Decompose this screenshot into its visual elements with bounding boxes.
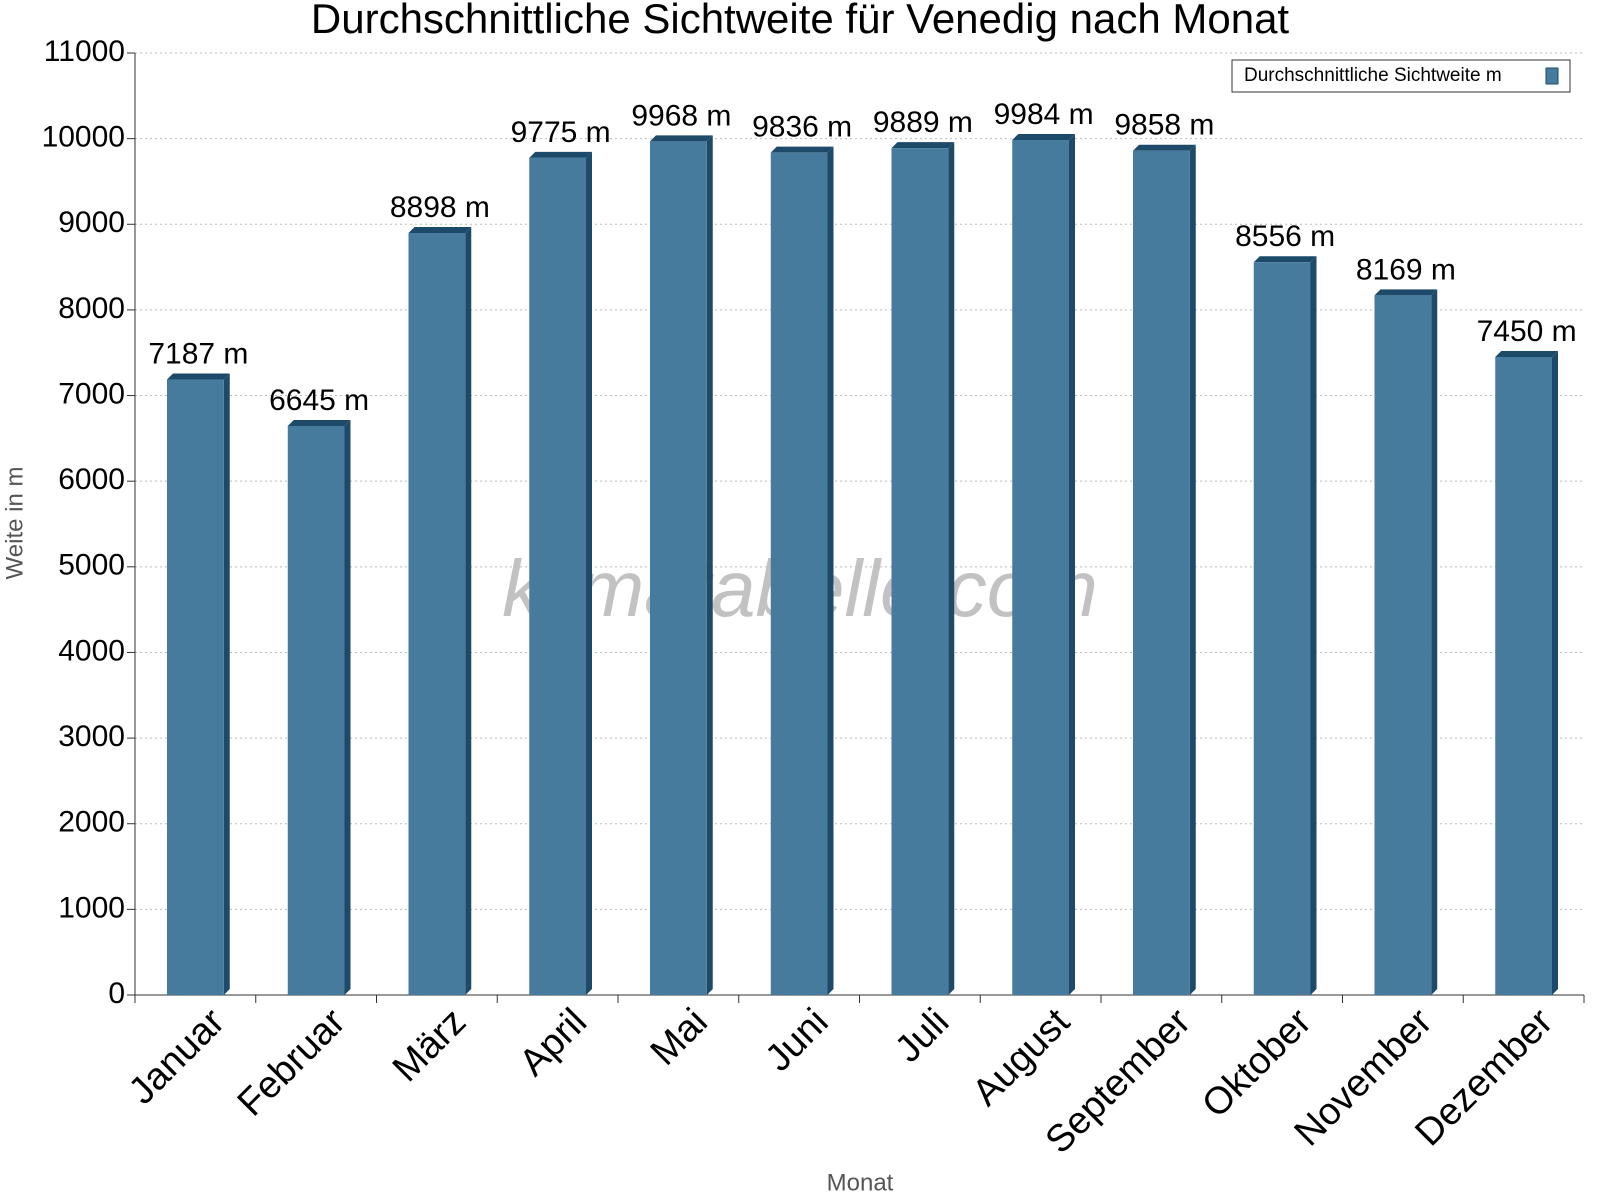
data-label: 8169 m <box>1356 253 1456 286</box>
bar-group <box>1495 351 1559 995</box>
x-tick-label: Januar <box>121 1001 233 1113</box>
data-label: 9836 m <box>752 111 852 144</box>
bar-top <box>891 142 955 149</box>
bar-side <box>1310 256 1317 995</box>
bar <box>1253 262 1311 995</box>
bar-top <box>408 227 472 234</box>
bar-group <box>166 373 230 995</box>
bar-group <box>1012 134 1076 996</box>
bar-side <box>1552 351 1559 995</box>
bar-side <box>706 135 713 996</box>
data-label: 9984 m <box>994 98 1094 131</box>
bar-side <box>344 419 351 995</box>
y-tick-label: 10000 <box>42 121 125 154</box>
bar-group <box>408 227 472 995</box>
bar <box>529 157 587 995</box>
data-label: 7187 m <box>148 337 248 370</box>
x-tick-label: März <box>385 1001 474 1090</box>
bar-top <box>529 151 593 158</box>
y-tick-label: 4000 <box>58 634 125 667</box>
x-tick-label: Oktober <box>1194 1001 1320 1127</box>
bar-side <box>948 142 955 996</box>
bar-group <box>1374 289 1438 996</box>
bar <box>1374 295 1432 996</box>
bar-side <box>223 373 230 995</box>
bar-group <box>1253 256 1317 995</box>
data-label: 9889 m <box>873 106 973 139</box>
bar-top <box>1012 134 1076 141</box>
data-label: 9775 m <box>511 116 611 149</box>
data-label: 9968 m <box>631 99 731 132</box>
bar <box>891 148 949 996</box>
data-label: 9858 m <box>1114 109 1214 142</box>
bar <box>1132 150 1190 995</box>
bar <box>1012 140 1070 996</box>
data-label: 8556 m <box>1235 220 1335 253</box>
y-axis-label: Weite in m <box>1 467 28 580</box>
y-tick-label: 11000 <box>44 35 125 68</box>
bar-side <box>586 151 593 995</box>
y-tick-label: 8000 <box>58 292 125 325</box>
y-tick-label: 3000 <box>58 720 125 753</box>
bar-top <box>649 135 713 142</box>
x-tick-label: Mai <box>643 1001 716 1074</box>
bar-top <box>287 419 351 426</box>
x-tick-label: Juni <box>758 1001 837 1080</box>
bar-side <box>1431 289 1438 996</box>
bar <box>770 152 828 995</box>
bar-side <box>1189 144 1196 995</box>
bar-side <box>465 227 472 995</box>
legend-label: Durchschnittliche Sichtweite m <box>1244 65 1502 86</box>
x-tick-label: Februar <box>230 1001 354 1125</box>
bar-group <box>529 151 593 995</box>
data-label: 7450 m <box>1477 315 1577 348</box>
bar-top <box>1253 256 1317 263</box>
data-label: 8898 m <box>390 191 490 224</box>
bar-group <box>1132 144 1196 995</box>
y-tick-label: 6000 <box>58 463 125 496</box>
bar <box>1495 357 1553 995</box>
bar-top <box>770 146 834 153</box>
x-axis-label: Monat <box>827 1169 894 1196</box>
y-tick-label: 7000 <box>58 377 125 410</box>
y-tick-label: 9000 <box>58 206 125 239</box>
bar-side <box>1069 134 1076 996</box>
y-tick-label: 1000 <box>58 891 125 924</box>
bar-top <box>1132 144 1196 151</box>
bar-group <box>287 419 351 995</box>
bar <box>408 233 466 995</box>
y-tick-label: 2000 <box>58 806 125 839</box>
bar-top <box>166 373 230 380</box>
x-tick-label: August <box>965 1000 1079 1114</box>
bar-group <box>770 146 834 995</box>
bar <box>166 379 224 995</box>
y-tick-label: 0 <box>108 977 125 1010</box>
x-tick-label: Juli <box>887 1001 957 1071</box>
bar <box>287 425 345 995</box>
bar-group <box>891 142 955 996</box>
data-label: 6645 m <box>269 384 369 417</box>
bar-top <box>1374 289 1438 296</box>
bar-group <box>649 135 713 996</box>
y-tick-label: 5000 <box>58 549 125 582</box>
bar <box>649 141 707 996</box>
chart-title: Durchschnittliche Sichtweite für Venedig… <box>311 0 1290 42</box>
bar-top <box>1495 351 1559 358</box>
x-tick-label: April <box>512 1001 595 1084</box>
bar-side <box>827 146 834 995</box>
legend-swatch <box>1545 67 1559 85</box>
legend-box <box>1231 59 1571 93</box>
